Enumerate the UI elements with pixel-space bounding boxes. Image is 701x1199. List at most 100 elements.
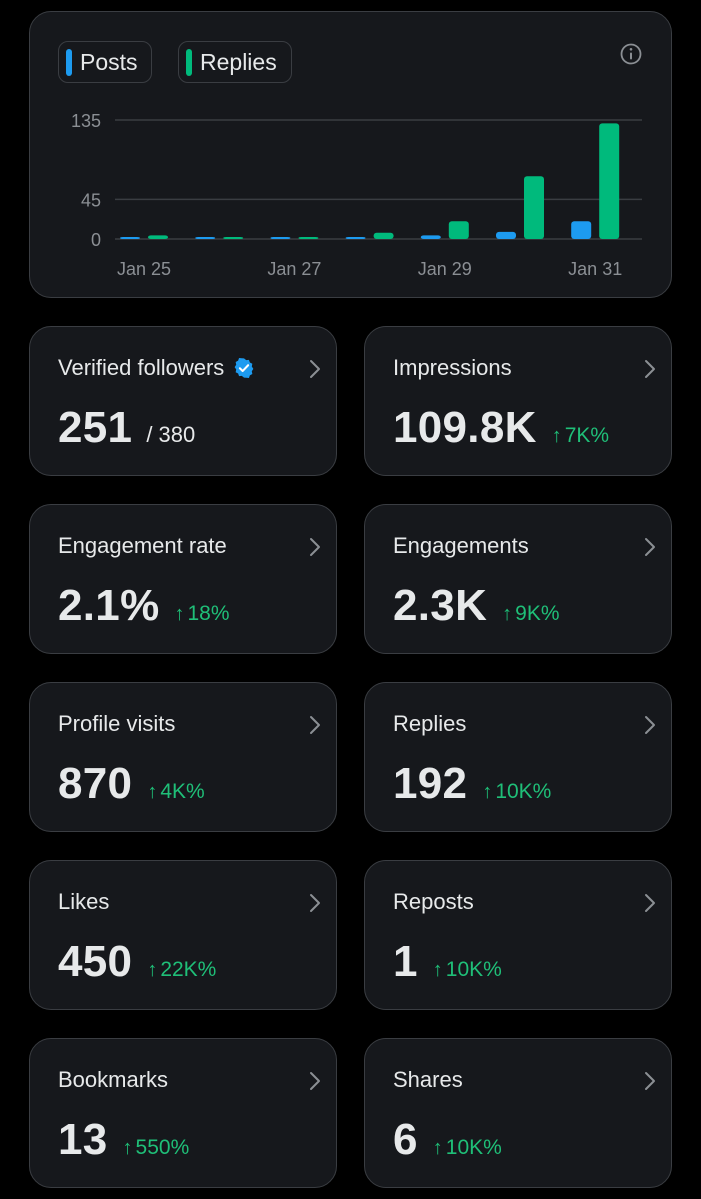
bar-replies-jan-25[interactable] — [148, 235, 168, 239]
arrow-up-icon: ↑ — [174, 603, 185, 625]
legend-posts[interactable]: Posts — [58, 41, 152, 83]
stat-value: 109.8K — [393, 403, 537, 452]
stat-label-container: Likes — [58, 889, 109, 915]
stat-change: ↑ 10K% — [433, 1136, 502, 1160]
stat-value-row: 13 ↑ 550% — [58, 1115, 189, 1165]
legend-posts-label: Posts — [80, 48, 138, 75]
stat-change-value: 10K% — [495, 780, 552, 803]
stat-change-value: 10K% — [445, 958, 502, 981]
chevron-right-icon — [310, 360, 320, 378]
x-tick-label: Jan 31 — [568, 259, 622, 279]
stat-card-bookmarks[interactable]: Bookmarks 13 ↑ 550% — [29, 1038, 337, 1188]
chevron-right-icon — [310, 1072, 320, 1090]
stat-value: 6 — [393, 1115, 418, 1164]
stat-card-profile-visits[interactable]: Profile visits 870 ↑ 4K% — [29, 682, 337, 832]
stat-label-container: Profile visits — [58, 711, 175, 737]
stat-change: ↑ 10K% — [482, 780, 551, 804]
stat-change: ↑ 9K% — [502, 602, 559, 626]
chevron-right-icon — [645, 716, 655, 734]
bar-posts-jan-27[interactable] — [270, 237, 291, 239]
arrow-up-icon: ↑ — [432, 1137, 443, 1159]
stat-card-engagement-rate[interactable]: Engagement rate 2.1% ↑ 18% — [29, 504, 337, 654]
stat-change-value: 10K% — [445, 1136, 502, 1159]
chevron-right-icon — [645, 360, 655, 378]
activity-bar-chart: 0 45 135 Jan 25 Jan 27 Jan 29 Jan 31 — [71, 111, 642, 279]
x-tick-label: Jan 27 — [267, 259, 321, 279]
x-tick-label: Jan 29 — [418, 259, 472, 279]
bar-replies-jan-31[interactable] — [599, 123, 620, 239]
stat-label-container: Replies — [393, 711, 466, 737]
bar-replies-jan-27[interactable] — [298, 237, 319, 239]
stat-value-row: 192 ↑ 10K% — [393, 759, 551, 809]
stat-change: ↑ 22K% — [147, 958, 216, 982]
stat-change-value: 550% — [135, 1136, 190, 1159]
bar-posts-jan-25[interactable] — [120, 237, 140, 239]
stat-label: Verified followers — [58, 355, 225, 380]
bar-posts-jan-30[interactable] — [496, 231, 516, 239]
stat-value-row: 109.8K ↑ 7K% — [393, 403, 609, 453]
activity-chart-card: 0 45 135 Jan 25 Jan 27 Jan 29 Jan 31 Posts Rep… — [29, 11, 672, 298]
stat-card-shares[interactable]: Shares 6 ↑ 10K% — [364, 1038, 672, 1188]
legend-replies[interactable]: Replies — [178, 41, 292, 83]
stat-card-replies[interactable]: Replies 192 ↑ 10K% — [364, 682, 672, 832]
bar-replies-jan-28[interactable] — [373, 232, 394, 239]
stat-label: Impressions — [393, 355, 512, 380]
stat-value-row: 6 ↑ 10K% — [393, 1115, 502, 1165]
stat-label: Engagements — [393, 533, 529, 558]
x-tick-label: Jan 25 — [117, 259, 171, 279]
stat-change-value: 22K% — [160, 958, 217, 981]
info-icon[interactable] — [619, 42, 643, 66]
bar-posts-jan-26[interactable] — [195, 237, 216, 239]
stat-label: Bookmarks — [58, 1067, 169, 1092]
arrow-up-icon: ↑ — [482, 781, 493, 803]
stat-label: Reposts — [393, 889, 474, 914]
stat-value: 1 — [393, 937, 418, 986]
stat-card-impressions[interactable]: Impressions 109.8K ↑ 7K% — [364, 326, 672, 476]
stat-value-row: 870 ↑ 4K% — [58, 759, 205, 809]
stat-value-row: 450 ↑ 22K% — [58, 937, 216, 987]
stat-label-container: Verified followers — [58, 355, 255, 381]
stat-change: ↑ 7K% — [552, 424, 609, 448]
y-tick-label: 0 — [91, 230, 101, 250]
stat-label: Shares — [393, 1067, 463, 1092]
stat-card-verified-followers[interactable]: Verified followers 251 / 380 — [29, 326, 337, 476]
stat-label: Profile visits — [58, 711, 176, 736]
bar-posts-jan-28[interactable] — [345, 237, 366, 239]
stat-change-value: 4K% — [160, 780, 205, 803]
stat-change-value: 9K% — [515, 602, 560, 625]
stat-label: Engagement rate — [58, 533, 227, 558]
stat-card-reposts[interactable]: Reposts 1 ↑ 10K% — [364, 860, 672, 1010]
stat-change: ↑ 10K% — [433, 958, 502, 982]
stat-label-container: Engagements — [393, 533, 529, 559]
stat-label-container: Bookmarks — [58, 1067, 168, 1093]
arrow-up-icon: ↑ — [551, 425, 562, 447]
stat-change-value: 18% — [187, 602, 230, 625]
stat-label-container: Reposts — [393, 889, 474, 915]
stat-total: / 380 — [146, 422, 196, 447]
stat-value: 450 — [58, 937, 133, 986]
stat-card-engagements[interactable]: Engagements 2.3K ↑ 9K% — [364, 504, 672, 654]
chevron-right-icon — [310, 538, 320, 556]
stat-label-container: Impressions — [393, 355, 512, 381]
stat-value: 251 — [58, 403, 133, 452]
stat-value-row: 2.1% ↑ 18% — [58, 581, 230, 631]
stat-change-value: 7K% — [564, 424, 610, 447]
legend-replies-label: Replies — [200, 48, 277, 75]
stat-label-container: Shares — [393, 1067, 463, 1093]
stat-value: 13 — [58, 1115, 108, 1164]
stat-value: 192 — [393, 759, 468, 808]
chevron-right-icon — [645, 538, 655, 556]
posts-swatch-icon — [66, 48, 72, 76]
bar-replies-jan-29[interactable] — [448, 221, 469, 239]
bar-posts-jan-29[interactable] — [420, 235, 441, 239]
stat-change: ↑ 4K% — [147, 780, 204, 804]
stat-label-container: Engagement rate — [58, 533, 227, 559]
chevron-right-icon — [310, 716, 320, 734]
stat-label: Replies — [393, 711, 467, 736]
bar-replies-jan-26[interactable] — [223, 237, 244, 239]
bar-posts-jan-31[interactable] — [571, 221, 592, 239]
stat-value-row: 1 ↑ 10K% — [393, 937, 502, 987]
chevron-right-icon — [645, 894, 655, 912]
bar-replies-jan-30[interactable] — [524, 176, 544, 239]
stat-card-likes[interactable]: Likes 450 ↑ 22K% — [29, 860, 337, 1010]
